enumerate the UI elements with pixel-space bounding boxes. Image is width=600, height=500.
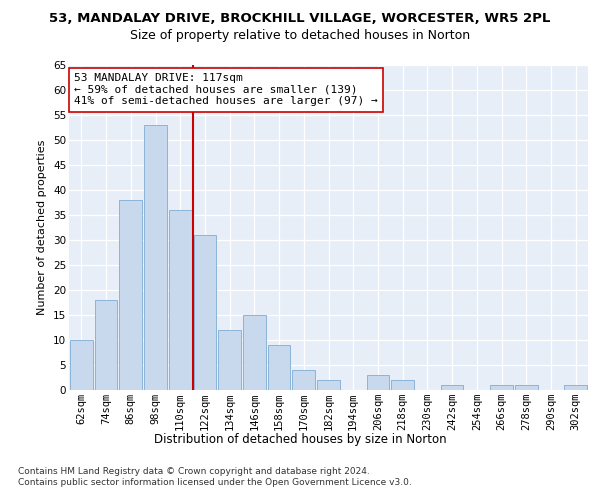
Bar <box>70 340 93 390</box>
Bar <box>391 380 414 390</box>
Bar <box>243 315 266 390</box>
Bar <box>441 385 463 390</box>
Text: Distribution of detached houses by size in Norton: Distribution of detached houses by size … <box>154 432 446 446</box>
Bar <box>268 345 290 390</box>
Bar <box>317 380 340 390</box>
Text: Contains HM Land Registry data © Crown copyright and database right 2024.
Contai: Contains HM Land Registry data © Crown c… <box>18 468 412 487</box>
Text: 53 MANDALAY DRIVE: 117sqm
← 59% of detached houses are smaller (139)
41% of semi: 53 MANDALAY DRIVE: 117sqm ← 59% of detac… <box>74 73 378 106</box>
Bar <box>292 370 315 390</box>
Bar <box>490 385 513 390</box>
Bar <box>95 300 118 390</box>
Text: 53, MANDALAY DRIVE, BROCKHILL VILLAGE, WORCESTER, WR5 2PL: 53, MANDALAY DRIVE, BROCKHILL VILLAGE, W… <box>49 12 551 26</box>
Bar <box>515 385 538 390</box>
Bar <box>367 375 389 390</box>
Bar <box>144 125 167 390</box>
Bar <box>169 210 191 390</box>
Text: Size of property relative to detached houses in Norton: Size of property relative to detached ho… <box>130 29 470 42</box>
Bar <box>218 330 241 390</box>
Bar <box>194 235 216 390</box>
Bar <box>564 385 587 390</box>
Y-axis label: Number of detached properties: Number of detached properties <box>37 140 47 315</box>
Bar <box>119 200 142 390</box>
